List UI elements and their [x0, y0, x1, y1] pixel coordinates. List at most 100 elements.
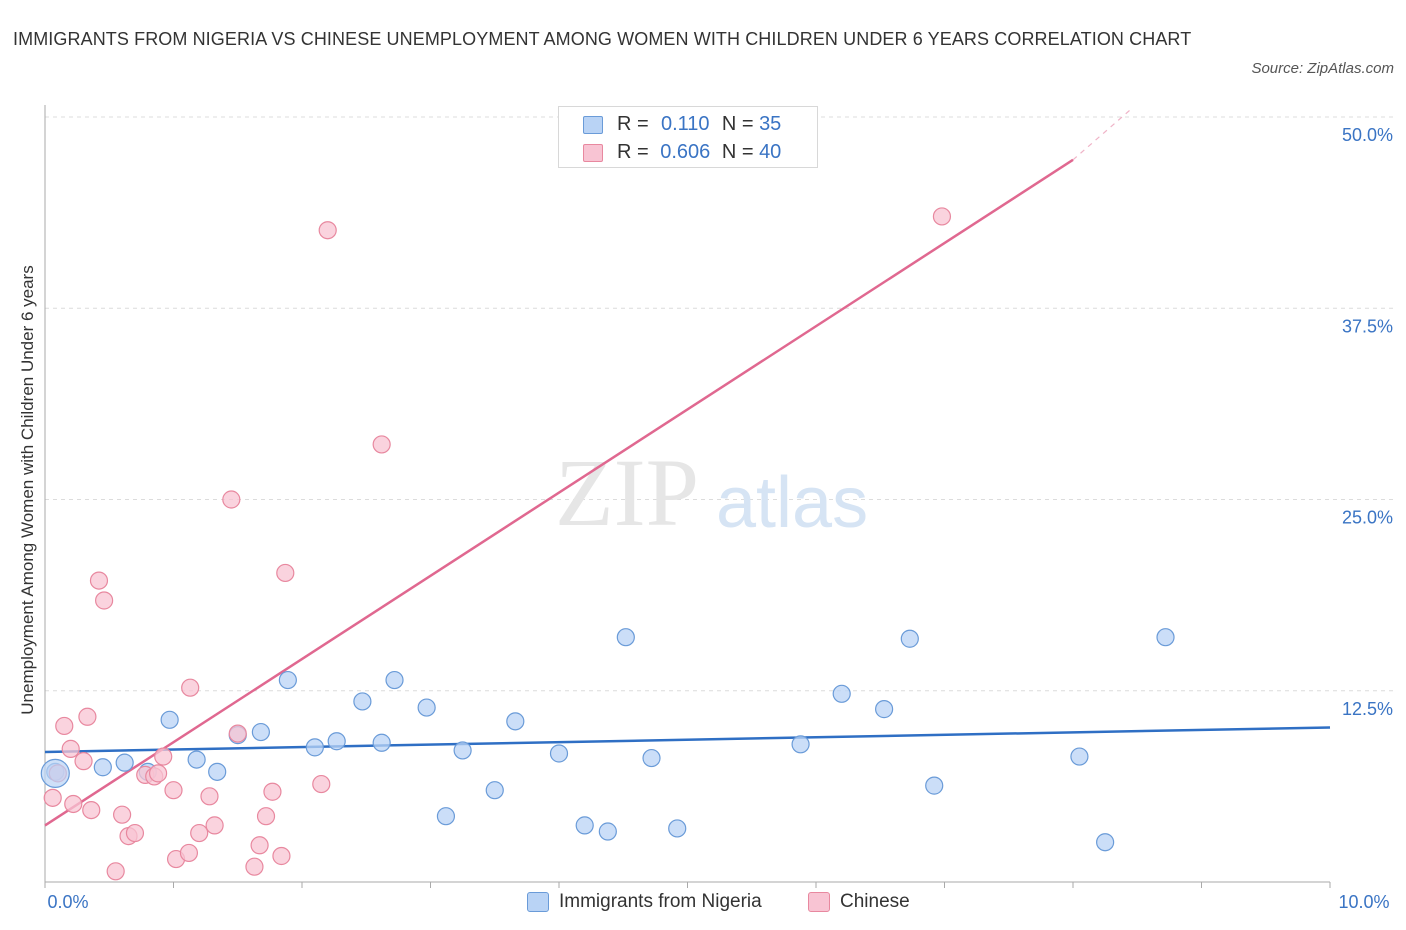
y-axis-label: Unemployment Among Women with Children U… — [18, 265, 37, 715]
point-nigeria — [1096, 833, 1115, 852]
legend-n-label: N = — [721, 141, 754, 163]
watermark-atlas: atlas — [716, 463, 868, 543]
watermark: ZIP atlas — [555, 439, 868, 546]
point-chinese — [43, 788, 62, 807]
y-tick-label: 12.5% — [1342, 699, 1393, 719]
legend-r-label: R = — [617, 141, 649, 163]
legend-swatch-chinese — [583, 144, 603, 162]
bottom-legend-swatch-nigeria — [527, 892, 549, 912]
point-chinese — [74, 752, 93, 771]
point-nigeria — [160, 710, 179, 729]
point-chinese — [190, 823, 209, 843]
point-nigeria — [1070, 747, 1089, 766]
point-chinese — [205, 816, 224, 835]
point-chinese — [55, 716, 74, 736]
grid-lines — [45, 116, 1395, 692]
point-nigeria — [1156, 628, 1175, 647]
point-chinese — [272, 846, 291, 866]
point-chinese — [263, 782, 282, 801]
legend-r-label: R = — [617, 113, 649, 135]
watermark-zip: ZIP — [555, 439, 699, 546]
point-chinese — [250, 836, 269, 855]
point-nigeria — [278, 670, 297, 690]
point-chinese — [106, 862, 125, 881]
point-nigeria — [485, 781, 504, 800]
point-nigeria — [642, 748, 661, 768]
point-nigeria — [616, 628, 635, 647]
point-chinese — [95, 591, 114, 610]
point-nigeria — [187, 750, 206, 769]
point-chinese — [112, 805, 132, 824]
point-nigeria — [327, 732, 346, 751]
trend-line-chinese — [44, 158, 1074, 827]
bottom-legend-nigeria: Immigrants from Nigeria — [527, 888, 787, 916]
point-chinese — [228, 724, 247, 743]
point-chinese — [164, 781, 183, 800]
point-chinese — [89, 571, 109, 590]
point-chinese — [181, 678, 200, 697]
point-chinese — [256, 807, 276, 826]
legend-swatch-nigeria — [583, 116, 603, 134]
bottom-legend-label-chinese: Chinese — [840, 891, 910, 912]
legend-r-value-nigeria: 0.110 — [660, 113, 710, 135]
y-tick-label: 25.0% — [1342, 508, 1393, 528]
point-nigeria-cluster — [40, 758, 70, 788]
point-nigeria — [436, 807, 456, 826]
point-nigeria — [372, 733, 391, 752]
point-chinese — [125, 823, 145, 843]
legend-n-label: N = — [721, 113, 754, 135]
point-nigeria — [385, 670, 404, 690]
point-chinese — [82, 800, 101, 820]
point-chinese — [276, 563, 295, 583]
point-nigeria — [305, 738, 324, 757]
point-nigeria — [598, 822, 617, 841]
correlation-legend: R = 0.110 N = 35 R = 0.606 N = 40 — [558, 106, 818, 168]
point-nigeria — [900, 629, 919, 648]
point-nigeria — [791, 735, 810, 754]
point-nigeria — [506, 712, 525, 731]
point-chinese — [372, 435, 391, 454]
bottom-legend-chinese: Chinese — [808, 888, 948, 916]
point-chinese — [148, 764, 168, 783]
bottom-legend-swatch-chinese — [808, 892, 830, 912]
point-chinese — [78, 707, 97, 726]
source-label: Source: ZipAtlas.com — [1251, 60, 1394, 77]
legend-n-value-nigeria: 35 — [759, 113, 782, 135]
point-nigeria — [575, 816, 594, 835]
x-tick-label: 10.0% — [1338, 892, 1389, 912]
point-chinese — [64, 794, 83, 814]
data-points — [40, 207, 1175, 881]
point-chinese — [312, 774, 331, 794]
point-chinese — [932, 207, 952, 226]
point-nigeria — [417, 698, 436, 717]
point-nigeria — [549, 744, 569, 763]
trend-line-nigeria — [44, 726, 1331, 754]
point-chinese — [61, 739, 80, 758]
legend-r-value-chinese: 0.606 — [660, 141, 711, 163]
point-nigeria — [251, 722, 270, 742]
point-chinese — [222, 490, 241, 509]
point-nigeria — [668, 819, 687, 838]
point-chinese — [179, 843, 199, 863]
point-nigeria — [925, 776, 944, 795]
y-axis-label-wrap: Unemployment Among Women with Children U… — [16, 100, 40, 880]
chart-title: IMMIGRANTS FROM NIGERIA VS CHINESE UNEMP… — [13, 29, 1192, 49]
point-nigeria — [353, 692, 372, 711]
trend-extension-chinese — [1072, 108, 1132, 161]
point-nigeria — [453, 741, 472, 760]
point-chinese — [318, 221, 337, 240]
bottom-legend-label-nigeria: Immigrants from Nigeria — [559, 891, 762, 912]
point-nigeria — [875, 700, 894, 719]
point-nigeria — [93, 758, 112, 777]
legend-n-value-chinese: 40 — [759, 141, 782, 163]
point-chinese — [245, 857, 264, 876]
point-chinese — [200, 787, 219, 806]
axes — [44, 105, 1331, 888]
x-tick-label: 0.0% — [47, 892, 88, 912]
point-nigeria — [832, 684, 851, 703]
trend-lines — [44, 108, 1331, 827]
point-nigeria — [208, 762, 227, 781]
y-tick-label: 37.5% — [1342, 316, 1393, 336]
y-tick-label: 50.0% — [1342, 125, 1393, 145]
